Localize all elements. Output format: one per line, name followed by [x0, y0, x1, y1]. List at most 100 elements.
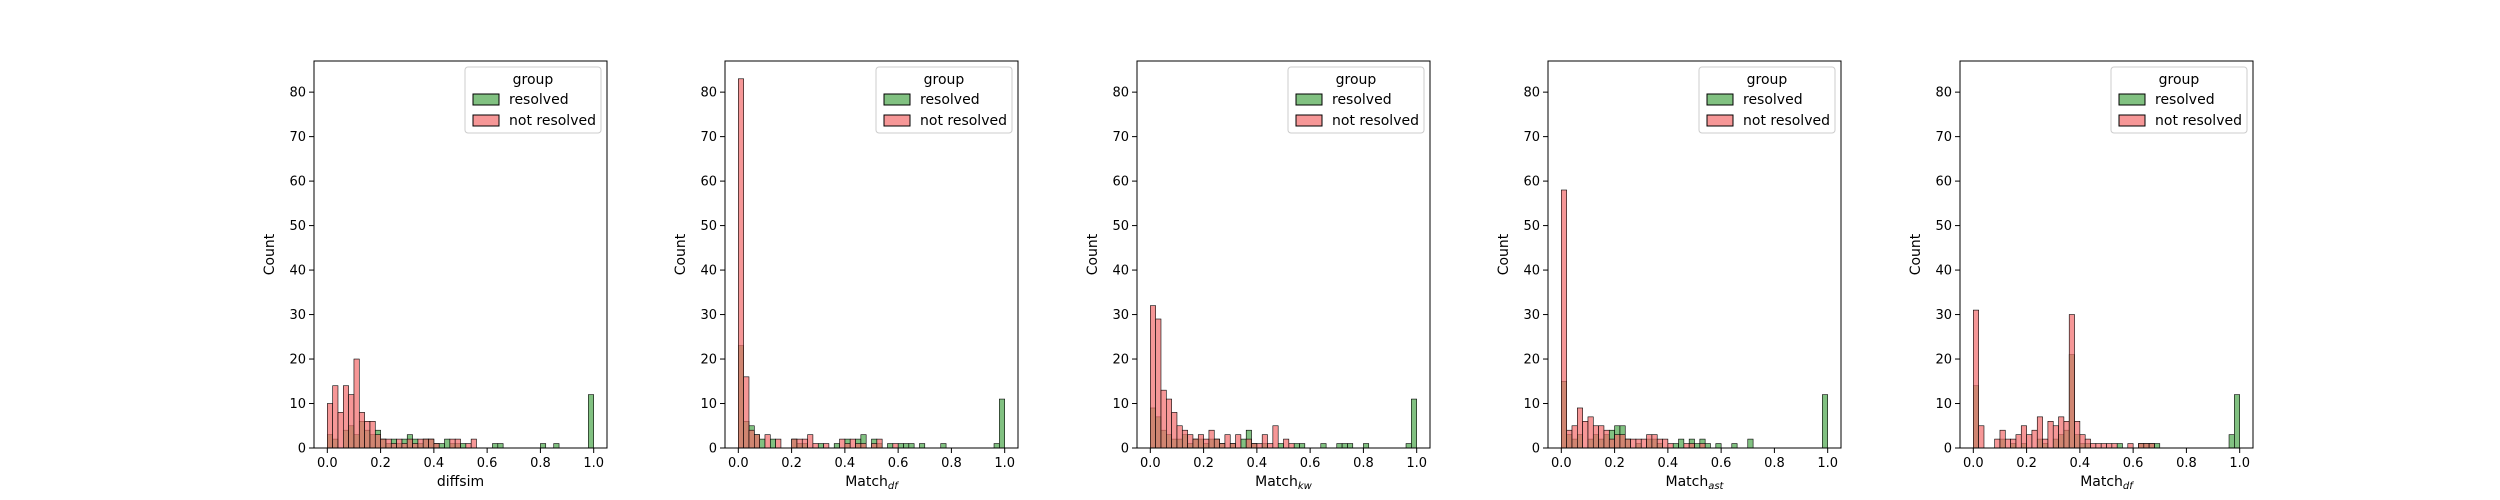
y-tick-label: 50 — [1112, 219, 1129, 234]
y-tick-label: 10 — [700, 397, 717, 412]
x-tick-label: 1.0 — [583, 456, 604, 471]
histogram-bar — [1176, 425, 1183, 449]
chart-panel-3: 0.0 0.2 0.4 0.6 0.8 1.0 0 10 20 30 40 50 60 70 80 Match… — [1085, 60, 1431, 492]
histogram-bar — [412, 443, 419, 449]
x-tick-label: 1.0 — [1406, 456, 1427, 471]
y-tick-label: 80 — [1523, 86, 1540, 101]
histogram-bar — [2052, 425, 2059, 449]
histogram-bar — [1272, 425, 1279, 449]
x-tick-label: 0.6 — [1300, 456, 1321, 471]
histogram-bar — [1662, 438, 1669, 449]
histogram-bar — [1160, 389, 1167, 449]
y-tick-label: 80 — [1935, 86, 1952, 101]
legend-swatch — [1295, 93, 1323, 106]
histogram-bar — [2138, 443, 2145, 449]
histogram-bar — [2004, 438, 2011, 449]
histogram-bar — [2047, 421, 2054, 449]
y-tick-label: 70 — [700, 130, 717, 145]
histogram-bar — [940, 443, 947, 449]
histogram-bar — [1577, 407, 1583, 449]
histogram-bar — [327, 403, 333, 449]
histogram-bar — [1336, 443, 1343, 449]
y-axis-label: Count — [262, 233, 278, 275]
histogram-bar — [1688, 443, 1695, 449]
series-not-resolved — [1150, 305, 1295, 449]
histogram-bar — [1822, 394, 1828, 449]
x-tick-label: 0.4 — [835, 456, 856, 471]
histogram-bar — [1640, 438, 1647, 449]
histogram-bar — [2026, 434, 2033, 449]
histogram-bar — [553, 443, 560, 449]
x-tick-label: 1.0 — [2229, 456, 2250, 471]
histogram-bar — [1192, 438, 1199, 449]
histogram-bar — [2010, 438, 2017, 449]
histogram-bar — [1656, 438, 1663, 449]
histogram-bar — [337, 412, 344, 449]
histogram-bar — [1320, 443, 1327, 449]
histogram-bar — [2143, 443, 2150, 449]
legend-entry: not resolved — [1743, 113, 1830, 129]
histogram-bar — [470, 438, 477, 449]
histogram-bar — [492, 443, 499, 449]
histogram-bar — [1203, 438, 1210, 449]
histogram-bar — [1341, 443, 1348, 449]
histogram-bar — [1994, 438, 2001, 449]
y-tick-label: 60 — [700, 175, 717, 190]
histogram-bar — [374, 434, 381, 449]
histogram-bar — [1704, 443, 1711, 449]
histogram-bar — [2068, 314, 2075, 449]
x-tick-label: 1.0 — [994, 456, 1015, 471]
histogram-bar — [396, 438, 403, 449]
y-tick-label: 0 — [709, 442, 717, 457]
y-tick-label: 60 — [1112, 175, 1129, 190]
y-tick-label: 10 — [1523, 397, 1540, 412]
histogram-bar — [1672, 443, 1679, 449]
histogram-bar — [1197, 434, 1204, 449]
histogram-bar — [433, 443, 440, 449]
y-tick-label: 20 — [700, 353, 717, 368]
x-axis-label: Matchdf — [845, 474, 899, 492]
histogram-bar — [1592, 425, 1599, 449]
histogram-bar — [871, 443, 878, 449]
histogram-bar — [1603, 429, 1610, 449]
histogram-bar — [1630, 438, 1637, 449]
histogram-bar — [1608, 438, 1615, 449]
histogram-bar — [454, 438, 461, 449]
histogram-bar — [1251, 443, 1258, 449]
x-tick-label: 0.0 — [1963, 456, 1984, 471]
y-tick-label: 40 — [1112, 264, 1129, 279]
legend-entry: not resolved — [1332, 113, 1419, 129]
y-tick-label: 30 — [700, 308, 717, 323]
x-axis-label: Matchast — [1666, 474, 1725, 492]
x-tick-label: 0.8 — [1764, 456, 1785, 471]
y-tick-label: 40 — [700, 264, 717, 279]
x-tick-label: 0.6 — [888, 456, 909, 471]
histogram-bar — [1571, 425, 1578, 449]
x-tick-label: 0.6 — [477, 456, 498, 471]
histogram-bar — [385, 438, 392, 449]
legend-swatch — [1706, 93, 1734, 106]
histogram-bar — [1229, 443, 1236, 449]
histogram-bar — [438, 443, 445, 449]
x-tick-label: 0.2 — [1193, 456, 1214, 471]
histogram-bar — [449, 438, 456, 449]
histogram-bar — [849, 438, 856, 449]
histogram-bar — [1293, 443, 1300, 449]
histogram-bar — [1566, 429, 1573, 449]
histogram-bar — [2090, 443, 2097, 449]
histogram-bar — [369, 421, 376, 449]
legend-title: group — [1336, 72, 1377, 88]
legend-swatch — [472, 114, 500, 127]
y-tick-label: 10 — [1935, 397, 1952, 412]
histogram-bar — [348, 394, 355, 449]
histogram-bar — [791, 438, 798, 449]
y-axis-label: Count — [673, 233, 689, 275]
histogram-bar — [2111, 443, 2118, 449]
x-tick-label: 0.0 — [728, 456, 749, 471]
histogram-bar — [1619, 434, 1626, 449]
axes-frame — [724, 60, 1019, 449]
y-tick-label: 50 — [1935, 219, 1952, 234]
x-tick-label: 0.0 — [1551, 456, 1572, 471]
y-tick-label: 20 — [1523, 353, 1540, 368]
